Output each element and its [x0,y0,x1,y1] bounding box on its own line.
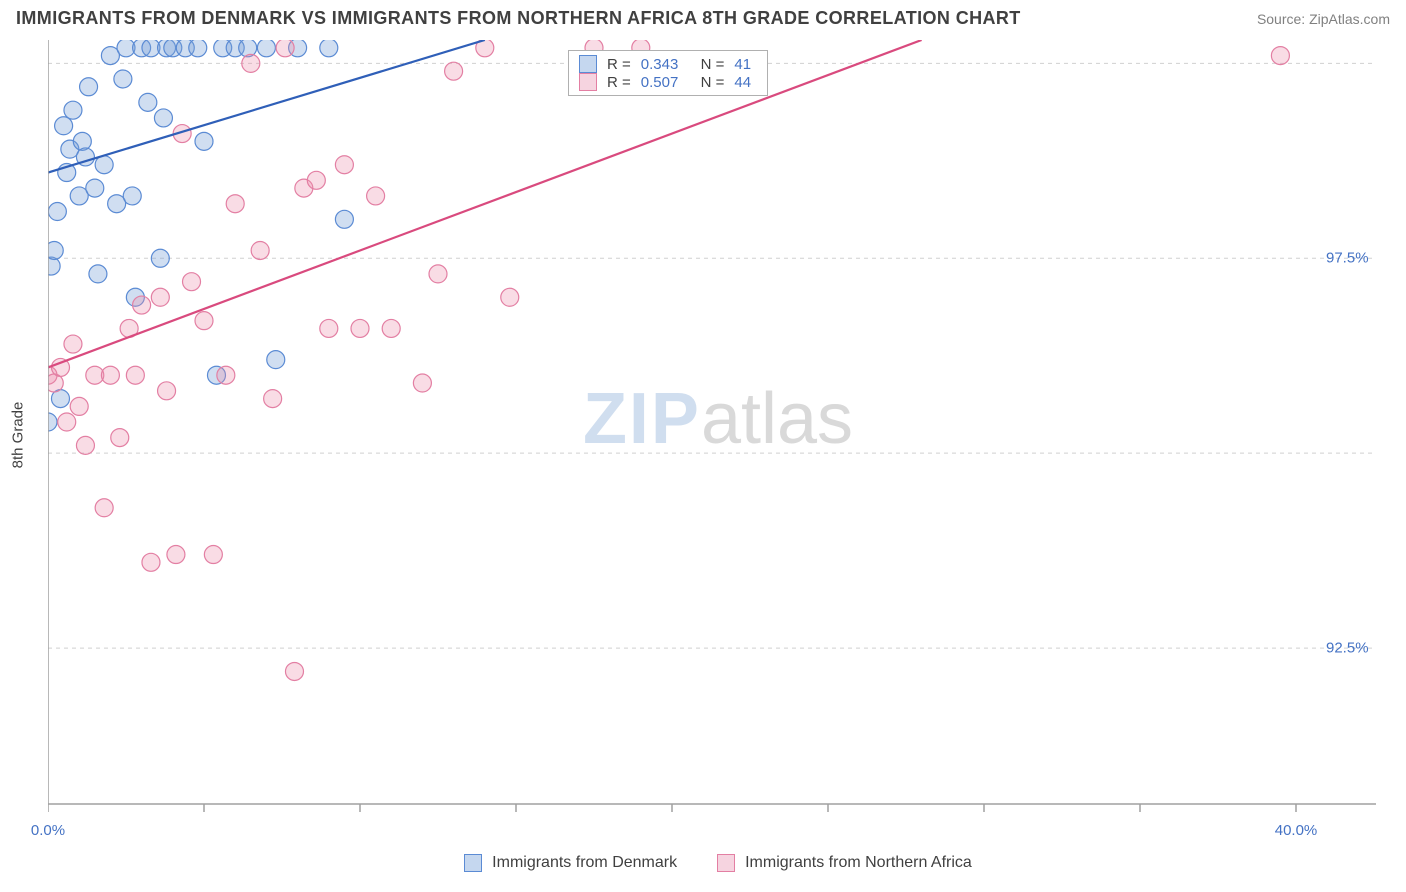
x-tick-label: 0.0% [31,822,65,839]
legend-n-label: N = [701,74,725,91]
legend-swatch-icon [579,73,597,91]
legend-series: Immigrants from Denmark Immigrants from N… [48,854,1388,872]
legend-r-label: R = [607,74,631,91]
legend-series-label: Immigrants from Denmark [492,854,677,872]
y-tick-label: 97.5% [1326,250,1369,267]
legend-correlation: R = 0.343 N = 41 R = 0.507 N = 44 [568,50,768,96]
legend-n-value: 44 [734,74,751,91]
chart-container: 8th Grade ZIPatlas R =0.343 N =41R =0.50… [48,40,1388,830]
legend-series-item: Immigrants from Denmark [464,854,677,872]
x-tick-label: 40.0% [1275,822,1318,839]
legend-correlation-row: R = 0.343 N = 41 [579,55,757,73]
legend-series-label: Immigrants from Northern Africa [745,854,972,872]
legend-r-label: R = [607,56,631,73]
legend-correlation-row: R = 0.507 N = 44 [579,73,757,91]
y-axis-label: 8th Grade [10,402,27,469]
title-bar: IMMIGRANTS FROM DENMARK VS IMMIGRANTS FR… [0,0,1406,33]
source-label: Source: ZipAtlas.com [1257,11,1390,27]
chart-title: IMMIGRANTS FROM DENMARK VS IMMIGRANTS FR… [16,8,1021,29]
legend-swatch-icon [717,854,735,872]
scatter-plot [48,40,1388,830]
legend-r-value: 0.507 [641,74,679,91]
y-tick-label: 92.5% [1326,640,1369,657]
legend-swatch-icon [579,55,597,73]
legend-r-value: 0.343 [641,56,679,73]
legend-n-value: 41 [734,56,751,73]
legend-series-item: Immigrants from Northern Africa [717,854,972,872]
legend-n-label: N = [701,56,725,73]
legend-swatch-icon [464,854,482,872]
